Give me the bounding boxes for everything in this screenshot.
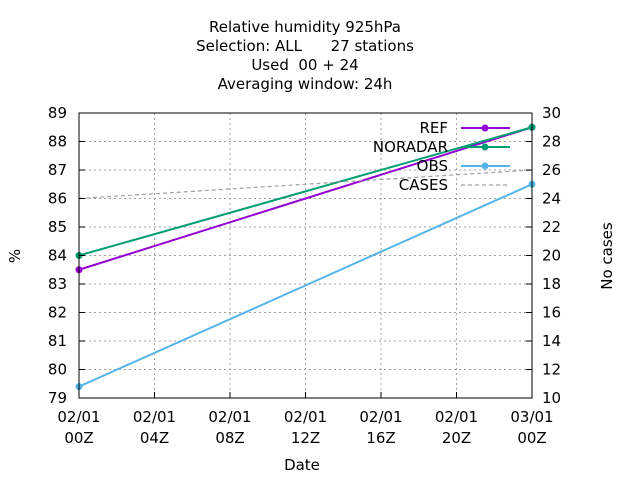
series-area (75, 123, 536, 391)
x-tick-label-date: 02/01 (284, 408, 327, 426)
chart-title-line: Averaging window: 24h (218, 75, 393, 93)
y-tick-label: 87 (48, 161, 67, 179)
y-tick-label: 79 (48, 389, 67, 407)
y2-tick-label: 28 (542, 133, 561, 151)
x-tick-label-hour: 04Z (140, 429, 169, 447)
y2-tick-label: 26 (542, 161, 561, 179)
y-axis-label: % (6, 249, 24, 263)
legend-label-noradar: NORADAR (373, 138, 448, 156)
x-tick-label-date: 02/01 (133, 408, 176, 426)
legend-marker-obs (481, 162, 489, 170)
x-tick-label-hour: 08Z (215, 429, 244, 447)
y2-tick-label: 20 (542, 247, 561, 265)
y-tick-label: 88 (48, 133, 67, 151)
x-tick-label-hour: 12Z (291, 429, 320, 447)
y2-tick-label: 18 (542, 275, 561, 293)
legend-label-obs: OBS (417, 157, 448, 175)
y-tick-label: 86 (48, 190, 67, 208)
x-tick-label-hour: 16Z (366, 429, 395, 447)
y-tick-label: 80 (48, 361, 67, 379)
y2-tick-label: 16 (542, 304, 561, 322)
legend-marker-noradar (481, 143, 489, 151)
chart-title-line: Relative humidity 925hPa (209, 18, 401, 36)
x-tick-label-hour: 00Z (517, 429, 546, 447)
y2-tick-label: 10 (542, 389, 561, 407)
y-tick-label: 89 (48, 104, 67, 122)
x-tick-label-hour: 00Z (64, 429, 93, 447)
y-tick-label: 85 (48, 218, 67, 236)
y2-tick-label: 24 (542, 190, 561, 208)
y2-axis: 10 12 14 16 18 20 22 24 26 28 30 (526, 104, 561, 407)
x-tick-label-hour: 20Z (442, 429, 471, 447)
y2-tick-label: 30 (542, 104, 561, 122)
y2-tick-label: 14 (542, 332, 561, 350)
x-tick-label-date: 02/01 (359, 408, 402, 426)
series-line-noradar (78, 126, 533, 257)
x-axis-label: Date (284, 456, 320, 474)
chart-title-line: Used 00 + 24 (251, 56, 358, 74)
series-line-cases (78, 169, 533, 200)
x-tick-label-date: 02/01 (435, 408, 478, 426)
series-line-ref (78, 126, 533, 271)
series-line-obs (78, 183, 533, 388)
y-tick-label: 82 (48, 304, 67, 322)
y-tick-label: 81 (48, 332, 67, 350)
y-tick-label: 83 (48, 275, 67, 293)
chart-title-line: Selection: ALL 27 stations (196, 37, 414, 55)
x-axis: 02/01 00Z 02/01 04Z 02/01 08Z 02/01 12Z 02/01 16Z… (57, 392, 554, 447)
y-axis: 79 80 81 82 83 84 85 86 87 88 89 (48, 104, 85, 407)
y-tick-label: 84 (48, 247, 67, 265)
legend-label-cases: CASES (399, 176, 448, 194)
x-tick-label-date: 02/01 (208, 408, 251, 426)
y2-tick-label: 12 (542, 361, 561, 379)
y2-tick-label: 22 (542, 218, 561, 236)
y2-axis-label: No cases (598, 222, 616, 290)
legend-marker-ref (481, 124, 489, 132)
legend-label-ref: REF (419, 119, 448, 137)
x-tick-label-date: 02/01 (57, 408, 100, 426)
x-tick-label-date: 03/01 (510, 408, 553, 426)
